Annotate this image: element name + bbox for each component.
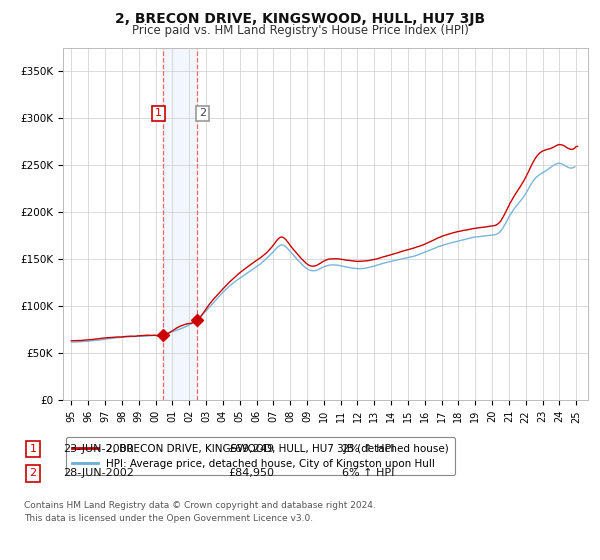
Text: 2: 2 [199,109,206,119]
Text: Price paid vs. HM Land Registry's House Price Index (HPI): Price paid vs. HM Land Registry's House … [131,24,469,36]
Text: £69,249: £69,249 [228,444,274,454]
Text: 1: 1 [29,444,37,454]
Text: This data is licensed under the Open Government Licence v3.0.: This data is licensed under the Open Gov… [24,514,313,523]
Text: 2% ↑ HPI: 2% ↑ HPI [342,444,395,454]
Text: 2: 2 [29,468,37,478]
Text: 23-JUN-2000: 23-JUN-2000 [63,444,134,454]
Text: Contains HM Land Registry data © Crown copyright and database right 2024.: Contains HM Land Registry data © Crown c… [24,502,376,511]
Text: 6% ↑ HPI: 6% ↑ HPI [342,468,394,478]
Text: £84,950: £84,950 [228,468,274,478]
Bar [163,48,197,400]
Text: 1: 1 [155,109,162,119]
Legend: 2, BRECON DRIVE, KINGSWOOD, HULL, HU7 3JB (detached house), HPI: Average price, : 2, BRECON DRIVE, KINGSWOOD, HULL, HU7 3J… [65,437,455,475]
Text: 28-JUN-2002: 28-JUN-2002 [63,468,134,478]
Text: 2, BRECON DRIVE, KINGSWOOD, HULL, HU7 3JB: 2, BRECON DRIVE, KINGSWOOD, HULL, HU7 3J… [115,12,485,26]
